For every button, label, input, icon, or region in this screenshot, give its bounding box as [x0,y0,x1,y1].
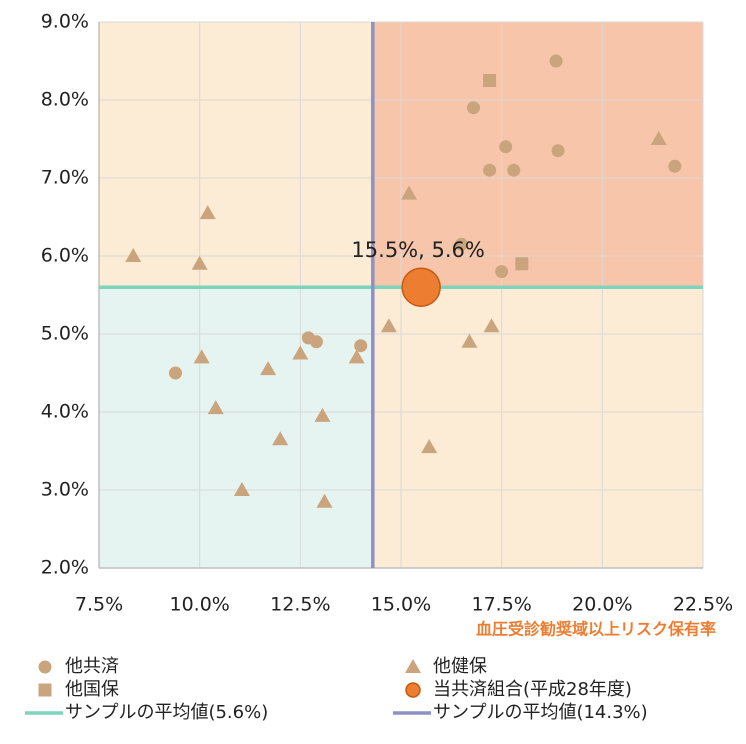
point [354,339,368,353]
point [499,140,513,154]
point [191,255,208,270]
legend-marker [38,683,52,697]
legend-label: サンプルの平均値(14.3%) [433,702,648,723]
point [668,159,682,173]
x-axis-title: 血圧受診勧奨域以上リスク保有率 [476,620,716,639]
data-label: 15.5%, 5.6% [351,238,484,262]
point [193,349,210,364]
point [199,205,216,220]
point [272,431,289,446]
quadrant [99,287,373,568]
x-tick-label: 22.5% [673,594,733,616]
y-tick-label: 8.0% [41,89,89,111]
legend-label: 他国保 [65,679,119,700]
point [207,400,224,415]
legend-label: サンプルの平均値(5.6%) [65,702,268,723]
point [515,257,529,271]
x-tick-label: 15.0% [371,594,431,616]
x-tick-label: 17.5% [471,594,531,616]
y-tick-label: 5.0% [41,323,89,345]
y-tick-label: 4.0% [41,401,89,423]
quadrant [99,22,373,288]
legend-label: 他共済 [65,656,119,677]
legend-marker [405,659,421,673]
quadrant [372,22,703,288]
point [292,345,309,360]
point [316,493,333,508]
point [421,439,438,454]
point [125,248,142,262]
point [309,335,323,349]
x-tick-label: 7.5% [75,594,123,616]
y-tick-label: 3.0% [41,479,89,501]
point [551,144,565,158]
point [483,74,497,87]
point [348,349,365,364]
point [549,54,563,68]
point [650,131,667,145]
y-tick-label: 9.0% [41,11,89,33]
y-tick-label: 2.0% [41,557,89,579]
point [466,101,480,115]
x-tick-label: 10.0% [169,594,229,616]
point [507,163,521,177]
legend-label: 他健保 [433,656,487,677]
point [401,267,441,307]
point [401,185,418,200]
point [454,237,468,251]
point [169,366,183,380]
legend-label: 当共済組合(平成28年度) [433,679,632,700]
point [260,361,277,376]
legend-marker [38,660,52,674]
x-tick-label: 12.5% [270,594,330,616]
point [233,482,250,496]
point [483,318,500,333]
legend-marker [405,682,421,698]
point [495,265,509,279]
point [483,163,497,177]
y-tick-label: 6.0% [41,245,89,267]
point [314,407,331,422]
point [461,333,478,348]
point [380,318,397,333]
quadrant [372,287,703,568]
y-tick-label: 7.0% [41,167,89,189]
x-tick-label: 20.0% [572,594,632,616]
